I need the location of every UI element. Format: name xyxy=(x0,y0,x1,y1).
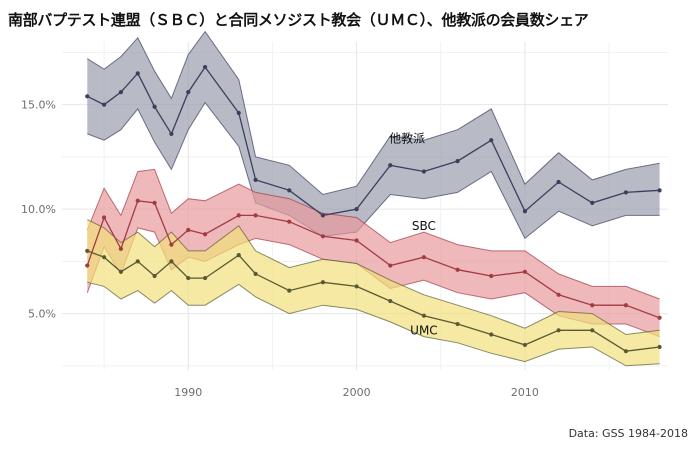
data-point xyxy=(135,259,140,264)
data-point xyxy=(186,90,191,95)
series-points xyxy=(85,64,662,354)
series-line-2 xyxy=(87,250,660,352)
data-point xyxy=(320,213,326,218)
data-point xyxy=(287,219,292,224)
series-label-2: UMC xyxy=(410,323,438,337)
data-point xyxy=(101,102,107,107)
data-point xyxy=(253,213,258,218)
band-upper-edge-1 xyxy=(86,168,660,300)
data-source-caption: Data: GSS 1984-2018 xyxy=(568,427,688,440)
data-point xyxy=(388,298,393,304)
data-point xyxy=(421,255,427,260)
data-point xyxy=(236,252,241,258)
data-point xyxy=(85,94,90,99)
data-point xyxy=(623,349,629,354)
data-point xyxy=(85,263,90,268)
data-point xyxy=(522,269,528,274)
series-labels: 他教派 SBC UMC xyxy=(389,130,438,337)
band-upper-edge-0 xyxy=(87,30,660,196)
data-point xyxy=(169,131,174,137)
data-point xyxy=(522,209,528,214)
chart-title: 南部バプテスト連盟（ＳＢＣ）と合同メソジスト教会（ＵＭＣ）、他教派の会員数シェア xyxy=(8,11,589,29)
data-point xyxy=(556,328,561,333)
data-point xyxy=(202,232,208,237)
data-point xyxy=(623,190,629,195)
data-point xyxy=(152,273,157,279)
data-point xyxy=(556,292,561,297)
data-point xyxy=(388,163,393,168)
series-line-1 xyxy=(86,200,660,319)
data-point xyxy=(421,169,427,174)
data-point xyxy=(455,267,460,272)
axis-tick-labels: 5.0% 10.0% 15.0% 1990 2000 2010 xyxy=(21,99,539,399)
data-point xyxy=(287,188,292,193)
data-point xyxy=(657,188,662,193)
data-point xyxy=(421,313,427,318)
data-point xyxy=(489,273,494,279)
data-point xyxy=(85,248,90,254)
data-point xyxy=(320,280,326,285)
data-point xyxy=(186,227,191,233)
data-point xyxy=(135,71,140,76)
data-point xyxy=(590,328,595,333)
data-point xyxy=(388,263,393,268)
data-point xyxy=(135,198,140,203)
data-point xyxy=(657,344,662,350)
band-lower-edge-2 xyxy=(87,281,660,367)
data-point xyxy=(152,200,157,205)
series-label-1: SBC xyxy=(412,219,436,233)
data-point xyxy=(152,104,157,109)
data-point xyxy=(202,275,208,281)
data-point xyxy=(101,255,107,260)
y-tick-label: 10.0% xyxy=(21,203,56,216)
band-upper-edge-2 xyxy=(87,219,660,336)
data-point xyxy=(354,238,359,243)
data-point xyxy=(320,234,326,239)
y-tick-label: 15.0% xyxy=(21,99,56,112)
x-tick-label: 1990 xyxy=(174,386,202,399)
data-point xyxy=(556,179,561,185)
data-point xyxy=(236,110,241,116)
confidence-band-0 xyxy=(87,31,660,239)
data-point xyxy=(354,284,359,289)
series-line-0 xyxy=(87,65,660,217)
data-point xyxy=(455,158,460,164)
data-point xyxy=(253,271,258,276)
data-point xyxy=(236,213,241,218)
data-point xyxy=(169,259,174,264)
series-label-0: 他教派 xyxy=(389,130,425,145)
data-point xyxy=(455,321,460,327)
series-lines xyxy=(86,65,660,352)
data-point xyxy=(202,64,208,70)
data-point xyxy=(169,242,174,247)
data-point xyxy=(623,303,629,308)
data-point xyxy=(253,177,258,182)
confidence-band-2 xyxy=(87,219,660,366)
data-point xyxy=(354,207,359,212)
data-point xyxy=(186,275,191,281)
data-point xyxy=(489,332,494,337)
data-point xyxy=(522,342,528,348)
data-point xyxy=(590,303,595,308)
confidence-bands xyxy=(86,30,660,367)
x-tick-label: 2000 xyxy=(343,386,371,399)
x-tick-label: 2010 xyxy=(511,386,539,399)
band-lower-edge-1 xyxy=(86,227,660,338)
data-point xyxy=(118,269,124,274)
data-point xyxy=(590,200,595,205)
data-point xyxy=(118,246,124,251)
data-point xyxy=(287,288,292,293)
y-tick-label: 5.0% xyxy=(28,308,56,321)
data-point xyxy=(657,315,662,320)
data-point xyxy=(489,138,494,143)
data-point xyxy=(118,90,124,95)
data-point xyxy=(101,215,107,220)
